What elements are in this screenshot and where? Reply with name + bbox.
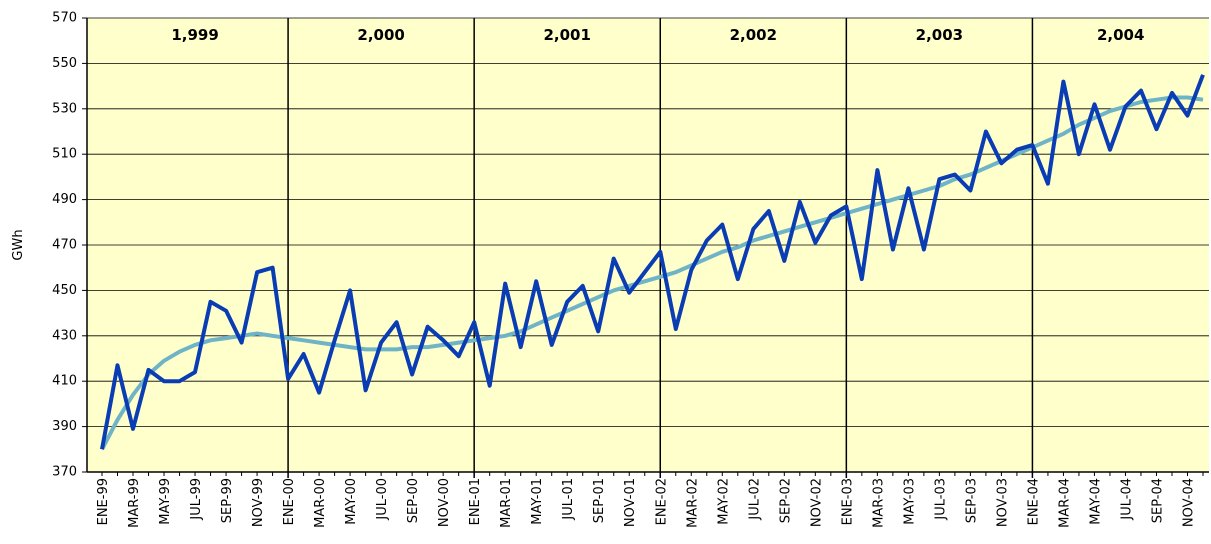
year-label: 2,002	[730, 26, 777, 44]
year-label: 2,001	[543, 26, 590, 44]
y-tick-label: 530	[52, 101, 77, 116]
x-tick-label: ENE-01	[468, 478, 483, 525]
x-tick-label: MAR-02	[685, 478, 700, 528]
y-axis-title: GWh	[11, 229, 26, 260]
x-tick-label: ENE-99	[96, 478, 111, 525]
x-tick-label: SEP-04	[1150, 478, 1165, 523]
x-tick-label: JUL-99	[189, 478, 204, 521]
x-tick-label: NOV-02	[809, 478, 824, 527]
x-tick-label: MAR-01	[499, 478, 514, 528]
y-tick-label: 390	[52, 419, 77, 434]
y-tick-label: 470	[52, 238, 77, 253]
x-tick-label: JUL-01	[561, 478, 576, 521]
y-tick-label: 370	[52, 465, 77, 480]
y-tick-label: 430	[52, 328, 77, 343]
x-tick-label: SEP-99	[220, 478, 235, 523]
x-tick-label: NOV-00	[437, 478, 452, 527]
year-label: 2,000	[357, 26, 404, 44]
x-tick-label: MAR-04	[1057, 478, 1072, 528]
x-tick-label: ENE-00	[282, 478, 297, 525]
y-tick-label: 490	[52, 192, 77, 207]
x-tick-label: MAY-99	[158, 478, 173, 525]
x-tick-label: NOV-04	[1181, 478, 1196, 527]
year-label: 2,004	[1097, 26, 1144, 44]
y-tick-label: 510	[52, 147, 77, 162]
x-tick-label: MAR-00	[313, 478, 328, 528]
x-tick-label: SEP-02	[778, 478, 793, 523]
x-tick-label: ENE-04	[1026, 478, 1041, 525]
x-tick-label: SEP-03	[964, 478, 979, 523]
x-tick-label: MAR-03	[871, 478, 886, 528]
x-tick-label: JUL-02	[747, 478, 762, 521]
x-tick-label: ENE-03	[840, 478, 855, 525]
x-tick-label: SEP-00	[406, 478, 421, 523]
y-tick-label: 450	[52, 283, 77, 298]
x-tick-label: ENE-02	[654, 478, 669, 525]
x-tick-label: NOV-03	[995, 478, 1010, 527]
x-tick-label: MAY-00	[344, 478, 359, 525]
year-label: 1,999	[171, 26, 218, 44]
x-tick-label: JUL-03	[933, 478, 948, 521]
x-tick-label: MAY-04	[1088, 478, 1103, 525]
x-tick-label: JUL-04	[1119, 478, 1134, 521]
x-tick-label: SEP-01	[592, 478, 607, 523]
y-tick-label: 570	[52, 11, 77, 26]
y-tick-label: 410	[52, 374, 77, 389]
year-label: 2,003	[916, 26, 963, 44]
x-tick-label: JUL-00	[375, 478, 390, 521]
y-tick-label: 550	[52, 56, 77, 71]
x-tick-label: MAY-03	[902, 478, 917, 525]
x-tick-label: MAY-02	[716, 478, 731, 525]
series-line	[100, 74, 1205, 450]
x-tick-label: NOV-01	[623, 478, 638, 527]
series-line	[100, 95, 1204, 451]
x-tick-label: NOV-99	[251, 478, 266, 527]
x-tick-label: MAR-99	[127, 478, 142, 528]
x-tick-label: MAY-01	[530, 478, 545, 525]
